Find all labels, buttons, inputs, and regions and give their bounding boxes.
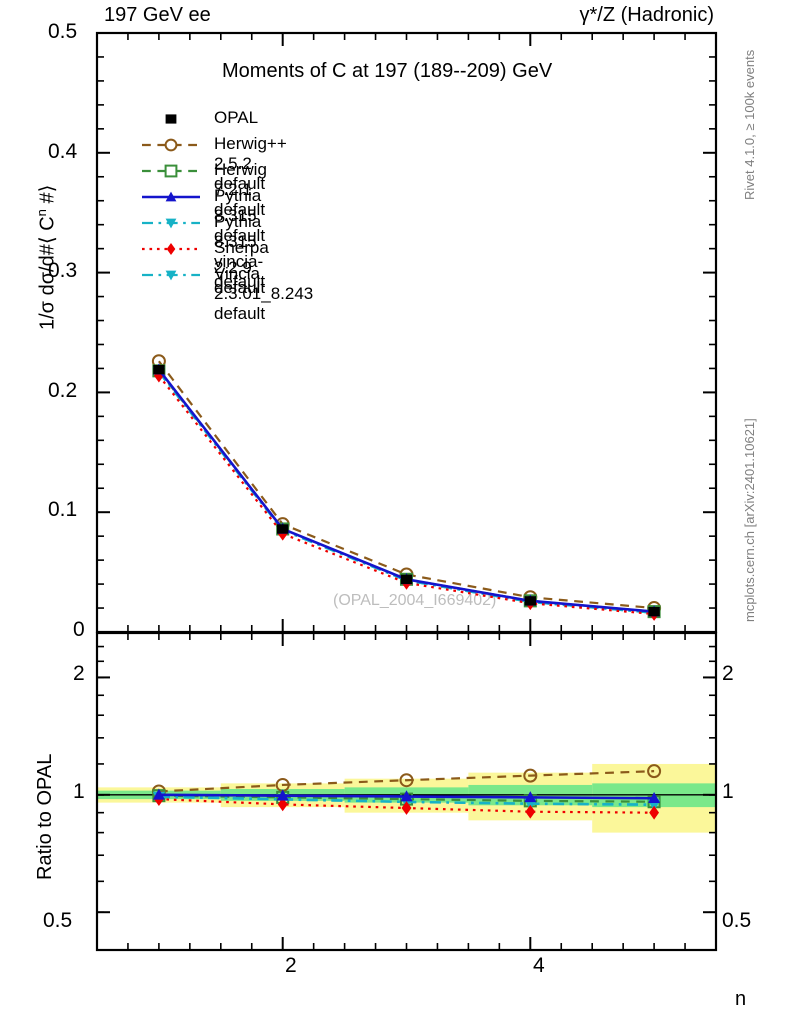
legend-key-svg: [142, 191, 200, 202]
legend-key-icon: [140, 106, 202, 132]
ratio-ytick-1: 1: [73, 780, 85, 803]
ratio-series-group: [151, 764, 662, 820]
ratio-series-line: [158, 770, 655, 793]
marker-circle-open: [164, 138, 178, 152]
marker-triangle-up: [400, 790, 413, 802]
marker-diamond: [525, 804, 536, 819]
marker-square-filled: [153, 364, 165, 375]
series-opal: [153, 364, 660, 617]
marker-square-filled: [165, 114, 177, 124]
marker-circle-open: [399, 773, 414, 788]
legend-key-marker: [165, 218, 177, 229]
marker-triangle-down: [165, 270, 177, 281]
watermark: (OPAL_2004_I669402): [333, 592, 497, 609]
marker-square-filled: [524, 596, 536, 606]
legend-key-icon: [140, 132, 202, 158]
marker-circle-open: [647, 764, 662, 779]
header-left: 197 GeV ee: [104, 4, 211, 26]
main-ytick-0.1: 0.1: [48, 498, 78, 521]
legend-key-marker: [165, 270, 177, 281]
page-title: Moments of C at 197 (189--209) GeV: [222, 60, 553, 82]
legend-key-svg: [142, 218, 200, 229]
legend-key-marker: [166, 243, 176, 255]
ratio-ytick-right-2: 2: [722, 662, 734, 685]
marker-diamond: [649, 805, 660, 820]
legend-item-label: Pythia 8.315 vincia-default: [214, 212, 266, 291]
ratio-series-pythia-8-315-default: [152, 788, 661, 804]
ratio-series-sherpa-2-2-9-default: [153, 792, 660, 820]
main-panel-frame: [95, 31, 718, 634]
xtick-4: 4: [533, 954, 545, 977]
legend-key-icon: [140, 262, 202, 288]
main-ytick-0: 0: [73, 618, 85, 641]
legend-key-marker: [164, 138, 178, 152]
legend-key-svg: [142, 243, 200, 255]
marker-square-open: [164, 164, 178, 178]
series-line: [158, 360, 655, 610]
legend-key-marker: [165, 114, 177, 124]
ratio-ytick-2: 2: [73, 662, 85, 685]
main-series-group: [151, 354, 662, 621]
legend-item-label: Herwig 7.2.1 default: [214, 160, 267, 219]
xtick-2: 2: [285, 954, 297, 977]
marker-square-filled: [648, 606, 660, 617]
ratio-ytick-right-1: 1: [722, 780, 734, 803]
legend-key-svg: [142, 164, 200, 178]
legend-key-icon: [140, 210, 202, 236]
marker-square-filled: [400, 574, 413, 584]
marker-triangle-up: [648, 791, 661, 804]
legend-key-svg: [165, 114, 177, 124]
legend-item-label: Vincia 2.3.01_8.243 default: [214, 264, 314, 323]
xaxis-label: n: [735, 988, 747, 1010]
ratio-ytick-right-0.5: 0.5: [722, 909, 752, 932]
marker-diamond: [166, 243, 176, 255]
marker-square-filled: [277, 524, 289, 534]
legend-item-label: Pythia 8.315 default: [214, 186, 266, 245]
marker-triangle-down: [165, 218, 177, 229]
legend-item-label: OPAL: [214, 108, 259, 127]
legend-key-svg: [142, 270, 200, 281]
axes-group: [95, 31, 718, 952]
legend-key-icon: [140, 236, 202, 262]
marker-diamond: [277, 797, 288, 812]
marker-circle-open: [523, 768, 538, 783]
legend-key-marker: [164, 164, 178, 178]
main-ytick-0.5: 0.5: [48, 20, 78, 43]
legend-item-label: Herwig++ 2.5.2 default: [214, 134, 287, 193]
main-ytick-0.4: 0.4: [48, 140, 78, 163]
marker-diamond: [401, 801, 412, 815]
legend-key-icon: [140, 158, 202, 184]
main-ytick-0.2: 0.2: [48, 379, 78, 402]
main-ytick-0.3: 0.3: [48, 259, 78, 282]
legend-key-marker: [165, 191, 177, 202]
marker-triangle-up: [524, 791, 537, 803]
legend-key-icon: [140, 184, 202, 210]
ratio-ytick-0.5: 0.5: [43, 909, 73, 932]
marker-triangle-up: [165, 191, 177, 202]
legend-key-svg: [142, 138, 200, 152]
marker-triangle-up: [276, 789, 289, 801]
legend-item-label: Sherpa 2.2.9 default: [214, 238, 269, 297]
marker-triangle-up: [152, 788, 165, 800]
header-right: γ*/Z (Hadronic): [579, 4, 714, 26]
